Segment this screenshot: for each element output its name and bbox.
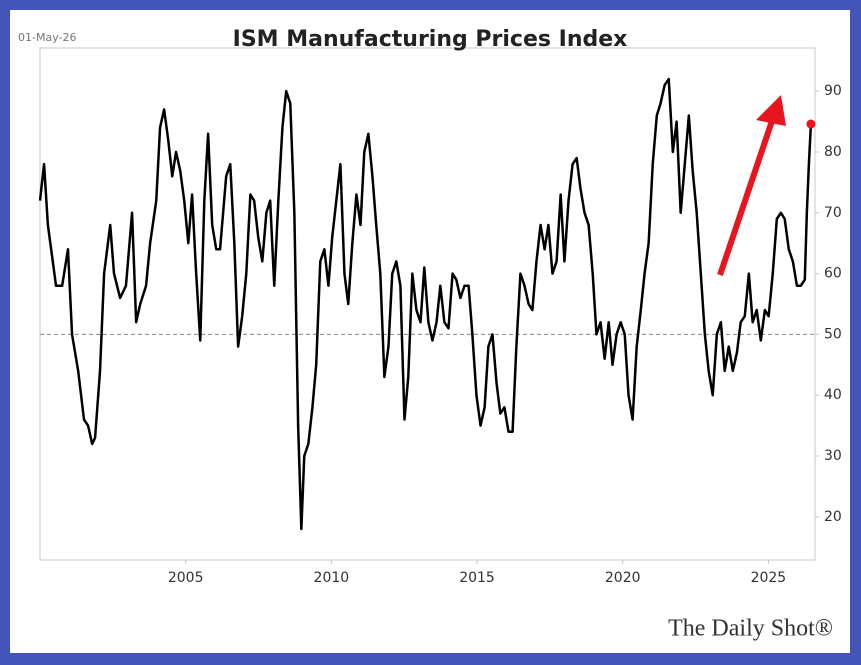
arrow [717,95,786,276]
y-tick-label: 60 [824,266,842,282]
y-tick-label: 20 [824,509,842,525]
x-tick-label: 2005 [168,570,204,586]
arrow-shaft [717,117,776,276]
price-index-line [38,77,813,531]
x-tick-label: 2010 [314,570,350,586]
y-tick-label: 70 [824,205,842,221]
y-tick-label: 90 [824,83,842,99]
chart-title: ISM Manufacturing Prices Index [233,27,628,52]
x-tick-label: 2025 [751,570,787,586]
arrow-head [756,95,786,126]
date-label: 01-May-26 [18,31,76,44]
plot-frame [39,47,816,561]
source-logo: The Daily Shot® [668,616,833,642]
y-tick-label: 30 [824,448,842,464]
x-tick-label: 2020 [605,570,641,586]
x-tick-label: 2015 [459,570,495,586]
y-tick-label: 50 [824,326,842,342]
y-tick-label: 40 [824,387,842,403]
y-tick-label: 80 [824,144,842,160]
latest-point [806,119,816,129]
